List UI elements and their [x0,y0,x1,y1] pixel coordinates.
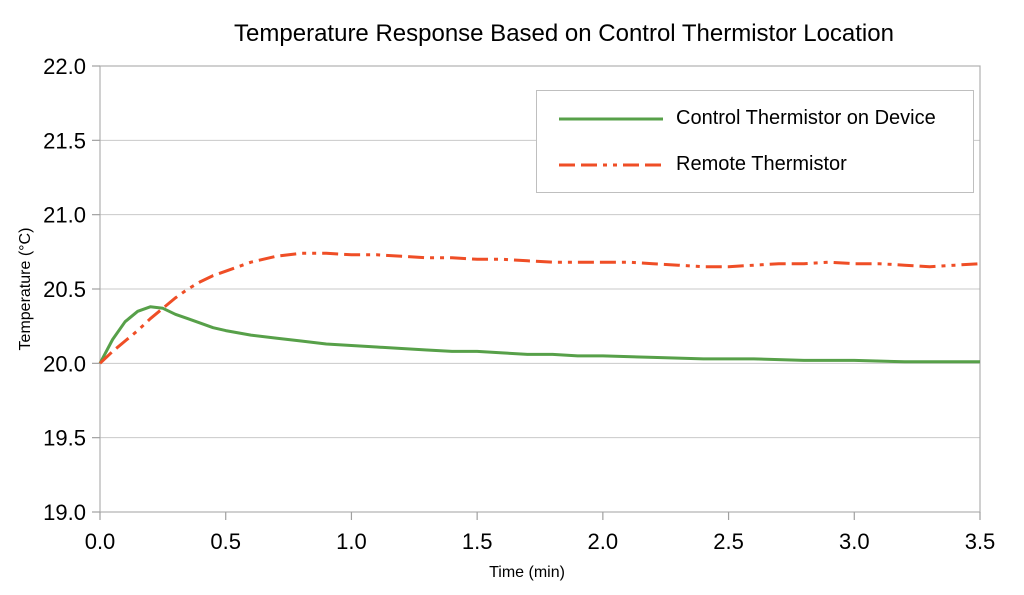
series-line-remote-thermistor [98,251,981,365]
solid-line-sample-icon [559,117,663,120]
x-tick-label: 0.5 [210,529,241,554]
x-tick-label: 2.5 [713,529,744,554]
legend-item-control-thermistor: Control Thermistor on Device [537,96,973,142]
y-tick-label: 21.5 [43,128,86,153]
legend-box: Control Thermistor on Device Remote Ther… [536,90,974,193]
legend-label-remote-thermistor: Remote Thermistor [676,153,847,175]
y-tick-label: 19.0 [43,500,86,525]
y-tick-label: 20.0 [43,351,86,376]
x-axis-title: Time (min) [489,564,565,581]
chart-title: Temperature Response Based on Control Th… [234,20,894,47]
y-tick-label: 19.5 [43,426,86,451]
tick-marks-group [92,65,981,520]
series-line-control-thermistor-on-device [98,305,980,365]
legend-label-control-thermistor: Control Thermistor on Device [676,107,936,129]
y-axis-title: Temperature (°C) [17,227,34,351]
y-tick-label: 21.0 [43,203,86,228]
x-tick-label: 3.5 [965,529,996,554]
y-tick-label: 20.5 [43,277,86,302]
x-tick-label: 1.5 [462,529,493,554]
series-group [98,251,981,365]
tick-labels-group: 19.0 19.5 20.0 20.5 21.0 21.5 22.0 0.0 0.5 1.0 1.5… [43,54,995,554]
legend-item-remote-thermistor: Remote Thermistor [537,142,973,188]
dashed-line-sample-icon [559,163,663,166]
x-tick-label: 2.0 [588,529,619,554]
x-tick-label: 3.0 [839,529,870,554]
y-tick-label: 22.0 [43,54,86,79]
x-tick-label: 0.0 [85,529,116,554]
x-tick-label: 1.0 [336,529,367,554]
